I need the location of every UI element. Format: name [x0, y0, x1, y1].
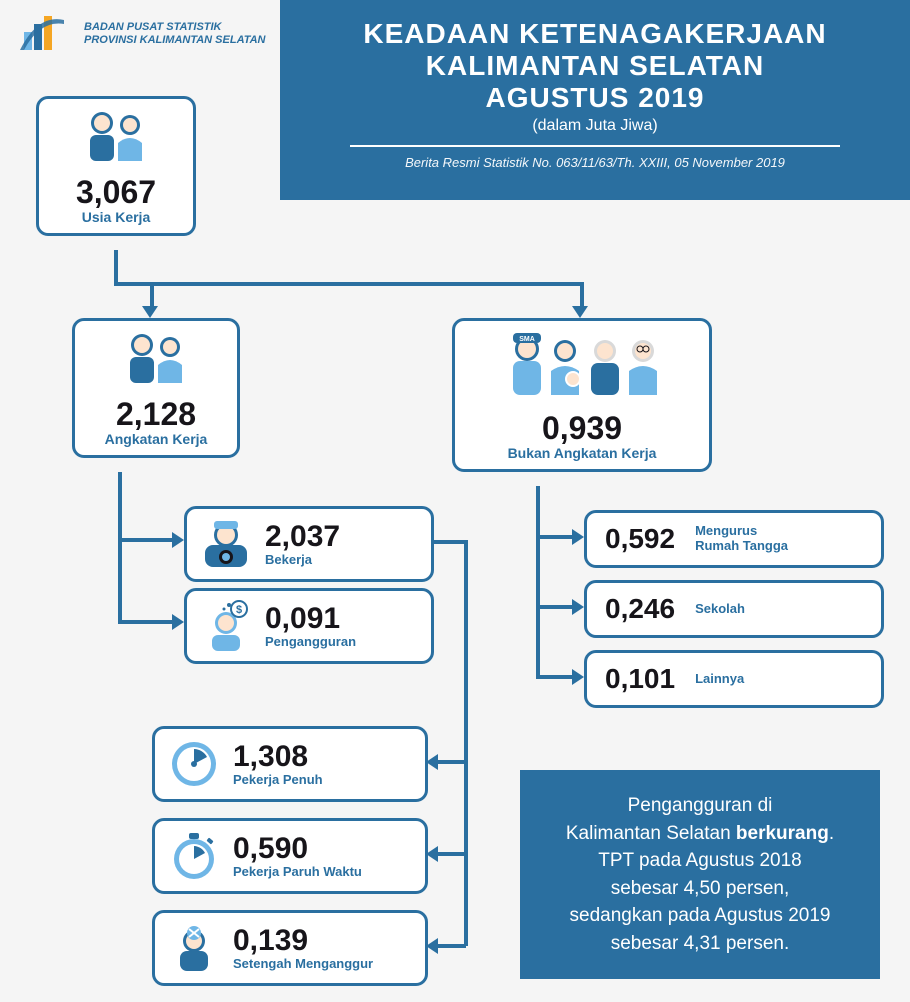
node-mengurus-rumah-tangga: 0,592 MengurusRumah Tangga [584, 510, 884, 568]
arrow-icon [572, 669, 584, 685]
connector [150, 282, 154, 308]
bekerja-value: 2,037 [265, 522, 340, 552]
sekolah-label: Sekolah [695, 602, 745, 617]
arrow-icon [172, 614, 184, 630]
summary-l1: Pengangguran di [628, 795, 773, 816]
right-label: Bukan Angkatan Kerja [469, 445, 695, 461]
bps-logo-icon [20, 14, 74, 54]
node-pekerja-paruh-waktu: 0,590 Pekerja Paruh Waktu [152, 818, 428, 894]
penuh-value: 1,308 [233, 742, 323, 772]
connector [436, 852, 466, 856]
arrow-icon [572, 306, 588, 318]
connector [118, 620, 174, 624]
setengah-label: Setengah Menganggur [233, 956, 373, 971]
node-angkatan-kerja: 2,128 Angkatan Kerja [72, 318, 240, 458]
node-lainnya: 0,101 Lainnya [584, 650, 884, 708]
arrow-icon [172, 532, 184, 548]
root-label: Usia Kerja [53, 209, 179, 225]
connector [118, 472, 122, 622]
arrow-icon [572, 599, 584, 615]
worker-icon [199, 517, 253, 571]
arrow-icon [142, 306, 158, 318]
connector [536, 675, 574, 679]
connector [118, 538, 174, 542]
svg-text:$: $ [236, 604, 242, 616]
setengah-value: 0,139 [233, 926, 373, 956]
connector [536, 535, 574, 539]
clock-full-icon [167, 737, 221, 791]
lainnya-label: Lainnya [695, 672, 744, 687]
summary-l2a: Kalimantan Selatan [566, 823, 736, 844]
paruh-label: Pekerja Paruh Waktu [233, 864, 362, 879]
title-l1: KEADAAN KETENAGAKERJAAN [363, 18, 826, 49]
node-pengangguran: $ 0,091 Pengangguran [184, 588, 434, 664]
paruh-value: 0,590 [233, 834, 362, 864]
half-unemployed-icon [167, 921, 221, 975]
svg-text:SMA: SMA [519, 336, 535, 343]
summary-l6: sebesar 4,31 persen. [611, 933, 790, 954]
unemployed-icon: $ [199, 599, 253, 653]
mrt-label: MengurusRumah Tangga [695, 524, 788, 554]
connector [536, 486, 540, 676]
summary-panel: Pengangguran di Kalimantan Selatan berku… [520, 770, 880, 979]
header-divider [350, 145, 840, 147]
connector [436, 760, 466, 764]
header-panel: KEADAAN KETENAGAKERJAAN KALIMANTAN SELAT… [280, 0, 910, 200]
connector [436, 944, 466, 948]
org-logo: BADAN PUSAT STATISTIK PROVINSI KALIMANTA… [20, 14, 266, 54]
title-l2: KALIMANTAN SELATAN [426, 50, 764, 81]
org-line1: BADAN PUSAT STATISTIK [84, 21, 266, 34]
connector [114, 250, 118, 282]
summary-l3: TPT pada Agustus 2018 [598, 850, 802, 871]
pengangguran-value: 0,091 [265, 604, 356, 634]
reference-text: Berita Resmi Statistik No. 063/11/63/Th.… [310, 155, 880, 170]
summary-l4: sebesar 4,50 persen, [611, 878, 790, 899]
arrow-icon [572, 529, 584, 545]
node-pekerja-penuh: 1,308 Pekerja Penuh [152, 726, 428, 802]
node-setengah-menganggur: 0,139 Setengah Menganggur [152, 910, 428, 986]
root-value: 3,067 [53, 174, 179, 211]
subtitle: (dalam Juta Jiwa) [310, 117, 880, 135]
couple-icon [76, 109, 156, 165]
couple-icon [116, 331, 196, 387]
sekolah-value: 0,246 [605, 593, 675, 625]
node-usia-kerja: 3,067 Usia Kerja [36, 96, 196, 236]
node-bekerja: 2,037 Bekerja [184, 506, 434, 582]
penuh-label: Pekerja Penuh [233, 772, 323, 787]
summary-l2c: . [829, 823, 834, 844]
left-label: Angkatan Kerja [89, 431, 223, 447]
pengangguran-label: Pengangguran [265, 634, 356, 649]
mrt-value: 0,592 [605, 523, 675, 555]
summary-l2b: berkurang [736, 823, 829, 844]
stopwatch-icon [167, 829, 221, 883]
family-icon: SMA [497, 331, 667, 401]
left-value: 2,128 [89, 396, 223, 433]
org-line2: PROVINSI KALIMANTAN SELATAN [84, 34, 266, 47]
connector [536, 605, 574, 609]
right-value: 0,939 [469, 410, 695, 447]
node-bukan-angkatan-kerja: SMA 0,939 Bukan Angkatan Kerja [452, 318, 712, 472]
title-l3: AGUSTUS 2019 [486, 82, 705, 113]
node-sekolah: 0,246 Sekolah [584, 580, 884, 638]
lainnya-value: 0,101 [605, 663, 675, 695]
connector [434, 540, 468, 544]
connector [114, 282, 584, 286]
connector [464, 540, 468, 946]
bekerja-label: Bekerja [265, 552, 340, 567]
summary-l5: sedangkan pada Agustus 2019 [570, 905, 831, 926]
connector [580, 282, 584, 308]
